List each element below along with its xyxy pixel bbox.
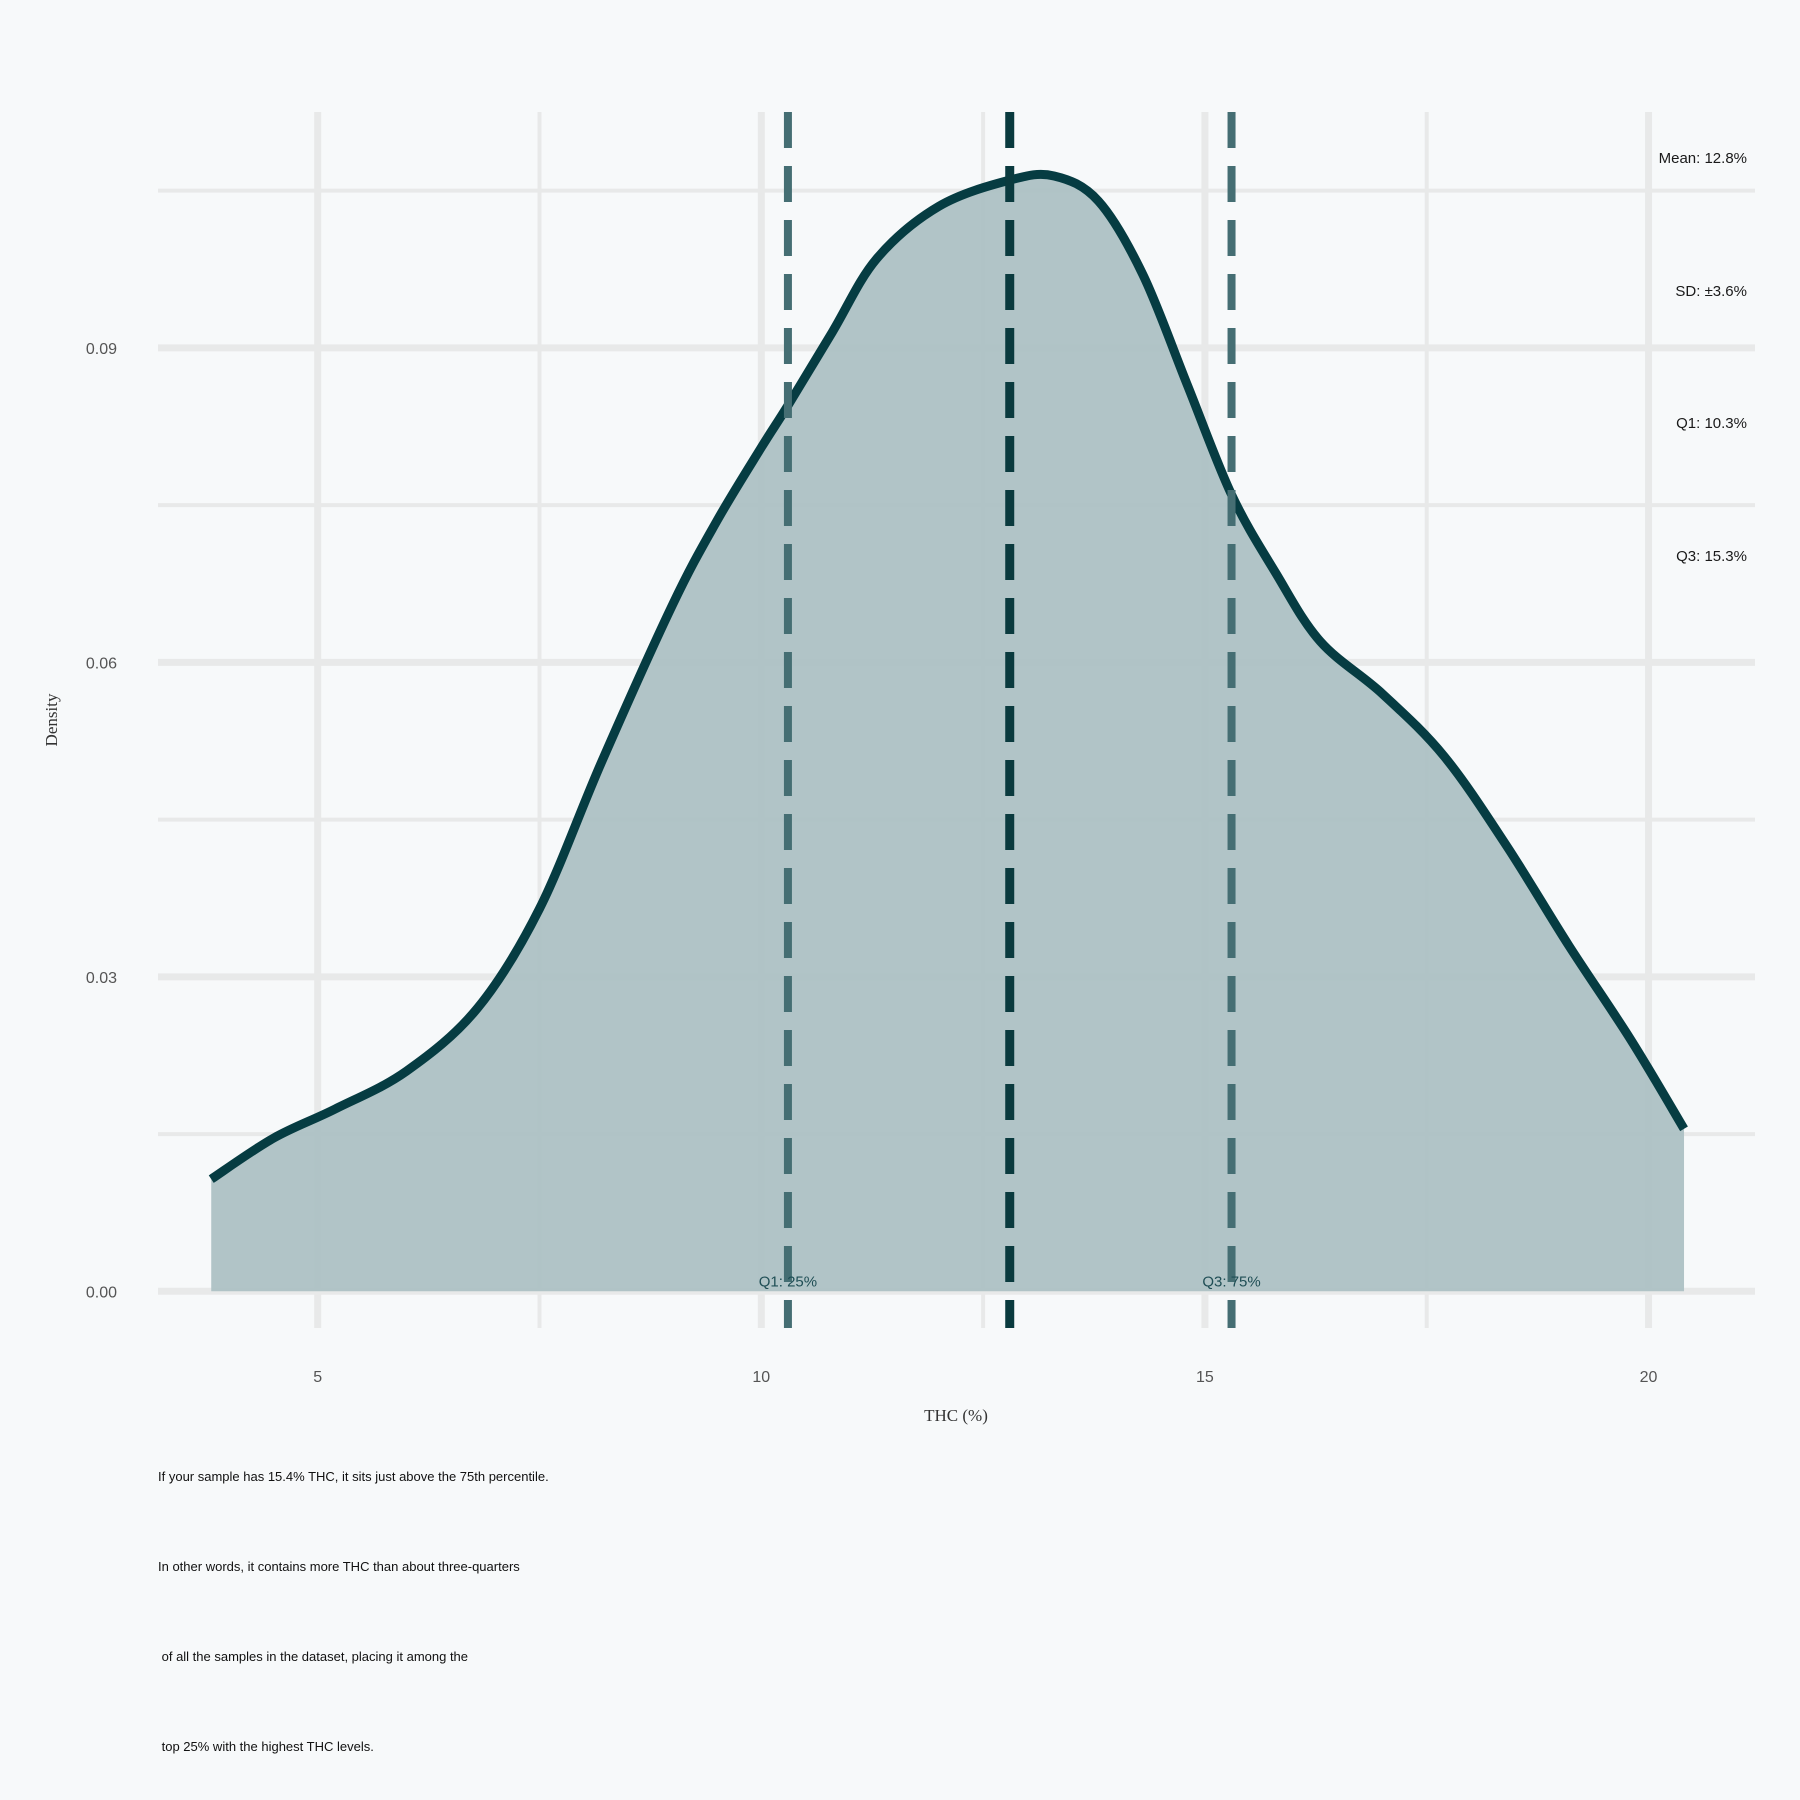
caption-line-4: top 25% with the highest THC levels.: [158, 1739, 374, 1754]
stats-annotations: Mean: 12.8% SD: ±3.6% Q1: 10.3% Q3: 15.3% Q1…: [759, 150, 1747, 1290]
x-axis-title: THC (%): [924, 1406, 988, 1425]
tick-labels: 5 10 15 20 0.00 0.03 0.06 0.09: [86, 341, 1658, 1386]
caption-line-3: of all the samples in the dataset, placi…: [158, 1649, 469, 1664]
quartile-label: Q1: 25%: [759, 1273, 817, 1290]
y-axis-title: Density: [42, 693, 61, 746]
y-tick-label: 0.03: [86, 970, 117, 987]
density-area: [211, 174, 1685, 1292]
x-tick-label: 10: [752, 1369, 770, 1386]
x-tick-label: 20: [1640, 1369, 1658, 1386]
caption-line-2: In other words, it contains more THC tha…: [158, 1559, 520, 1574]
y-tick-label: 0.09: [86, 341, 117, 358]
reference-lines: [783, 112, 1236, 1328]
stat-label: Q3: 15.3%: [1676, 548, 1747, 565]
y-tick-label: 0.00: [86, 1284, 117, 1301]
quartile-label: Q3: 75%: [1202, 1273, 1260, 1290]
stat-label: Q1: 10.3%: [1676, 415, 1747, 432]
caption-line-1: If your sample has 15.4% THC, it sits ju…: [158, 1469, 549, 1484]
stat-label: Mean: 12.8%: [1659, 150, 1747, 167]
x-tick-label: 15: [1196, 1369, 1214, 1386]
density-line: [208, 169, 1688, 1183]
stat-label: SD: ±3.6%: [1675, 283, 1747, 300]
x-tick-label: 5: [313, 1369, 322, 1386]
y-tick-label: 0.06: [86, 655, 117, 672]
density-series: [208, 169, 1688, 1292]
